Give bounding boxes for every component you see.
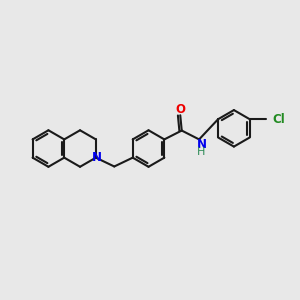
Text: O: O <box>175 103 185 116</box>
Text: N: N <box>196 138 206 151</box>
Text: Cl: Cl <box>272 113 285 126</box>
Text: H: H <box>197 147 206 157</box>
Text: N: N <box>92 151 102 164</box>
